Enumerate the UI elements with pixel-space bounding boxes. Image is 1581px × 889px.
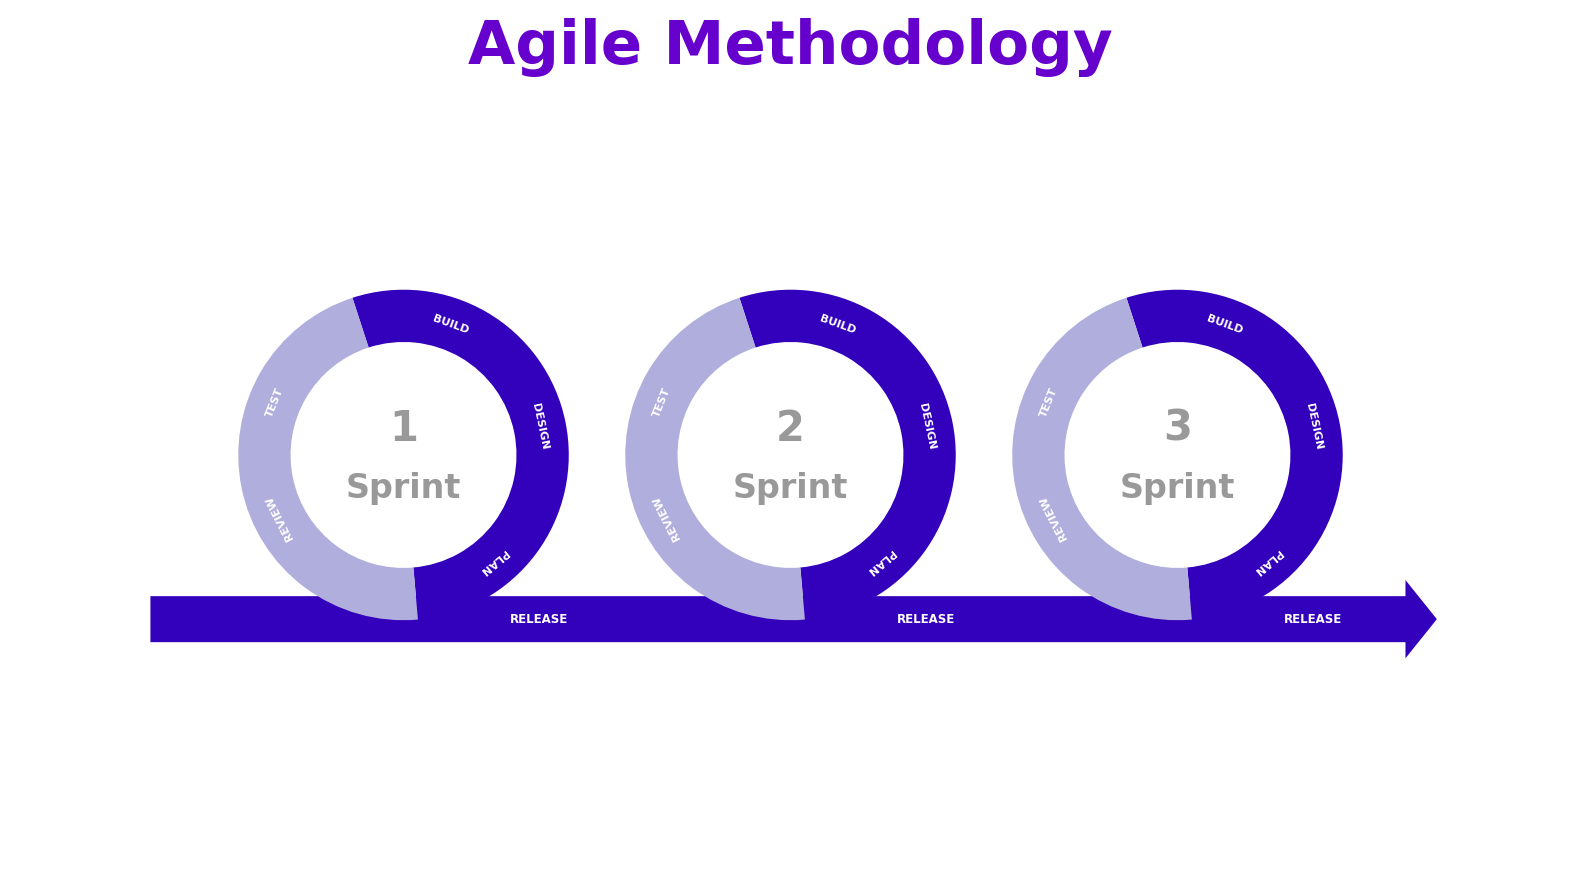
- Text: PLAN: PLAN: [477, 547, 509, 576]
- Text: REVIEW: REVIEW: [651, 494, 681, 542]
- Wedge shape: [624, 298, 805, 621]
- Text: Sprint: Sprint: [1119, 472, 1235, 505]
- Text: RELEASE: RELEASE: [1284, 613, 1342, 626]
- Text: DESIGN: DESIGN: [530, 402, 549, 450]
- Text: Agile Methodology: Agile Methodology: [468, 18, 1113, 76]
- Wedge shape: [1012, 298, 1192, 621]
- Text: RELEASE: RELEASE: [898, 613, 955, 626]
- Text: 3: 3: [1164, 408, 1192, 450]
- Text: BUILD: BUILD: [1206, 313, 1244, 335]
- Text: RELEASE: RELEASE: [511, 613, 569, 626]
- Text: TEST: TEST: [264, 387, 285, 419]
- Text: REVIEW: REVIEW: [1039, 494, 1069, 542]
- Text: 2: 2: [776, 408, 805, 450]
- Text: PLAN: PLAN: [865, 547, 896, 576]
- Text: TEST: TEST: [1039, 387, 1059, 419]
- Wedge shape: [353, 290, 569, 620]
- Text: TEST: TEST: [651, 387, 672, 419]
- Text: BUILD: BUILD: [819, 313, 857, 335]
- Wedge shape: [1126, 290, 1342, 620]
- Text: DESIGN: DESIGN: [917, 402, 936, 450]
- Text: DESIGN: DESIGN: [1304, 402, 1323, 450]
- Text: BUILD: BUILD: [432, 313, 471, 335]
- Text: PLAN: PLAN: [1251, 547, 1282, 576]
- FancyArrow shape: [150, 580, 1437, 658]
- Text: 1: 1: [389, 408, 417, 450]
- Text: Sprint: Sprint: [734, 472, 847, 505]
- Wedge shape: [239, 298, 417, 621]
- Wedge shape: [740, 290, 957, 620]
- Text: Sprint: Sprint: [346, 472, 462, 505]
- Text: REVIEW: REVIEW: [264, 494, 296, 542]
